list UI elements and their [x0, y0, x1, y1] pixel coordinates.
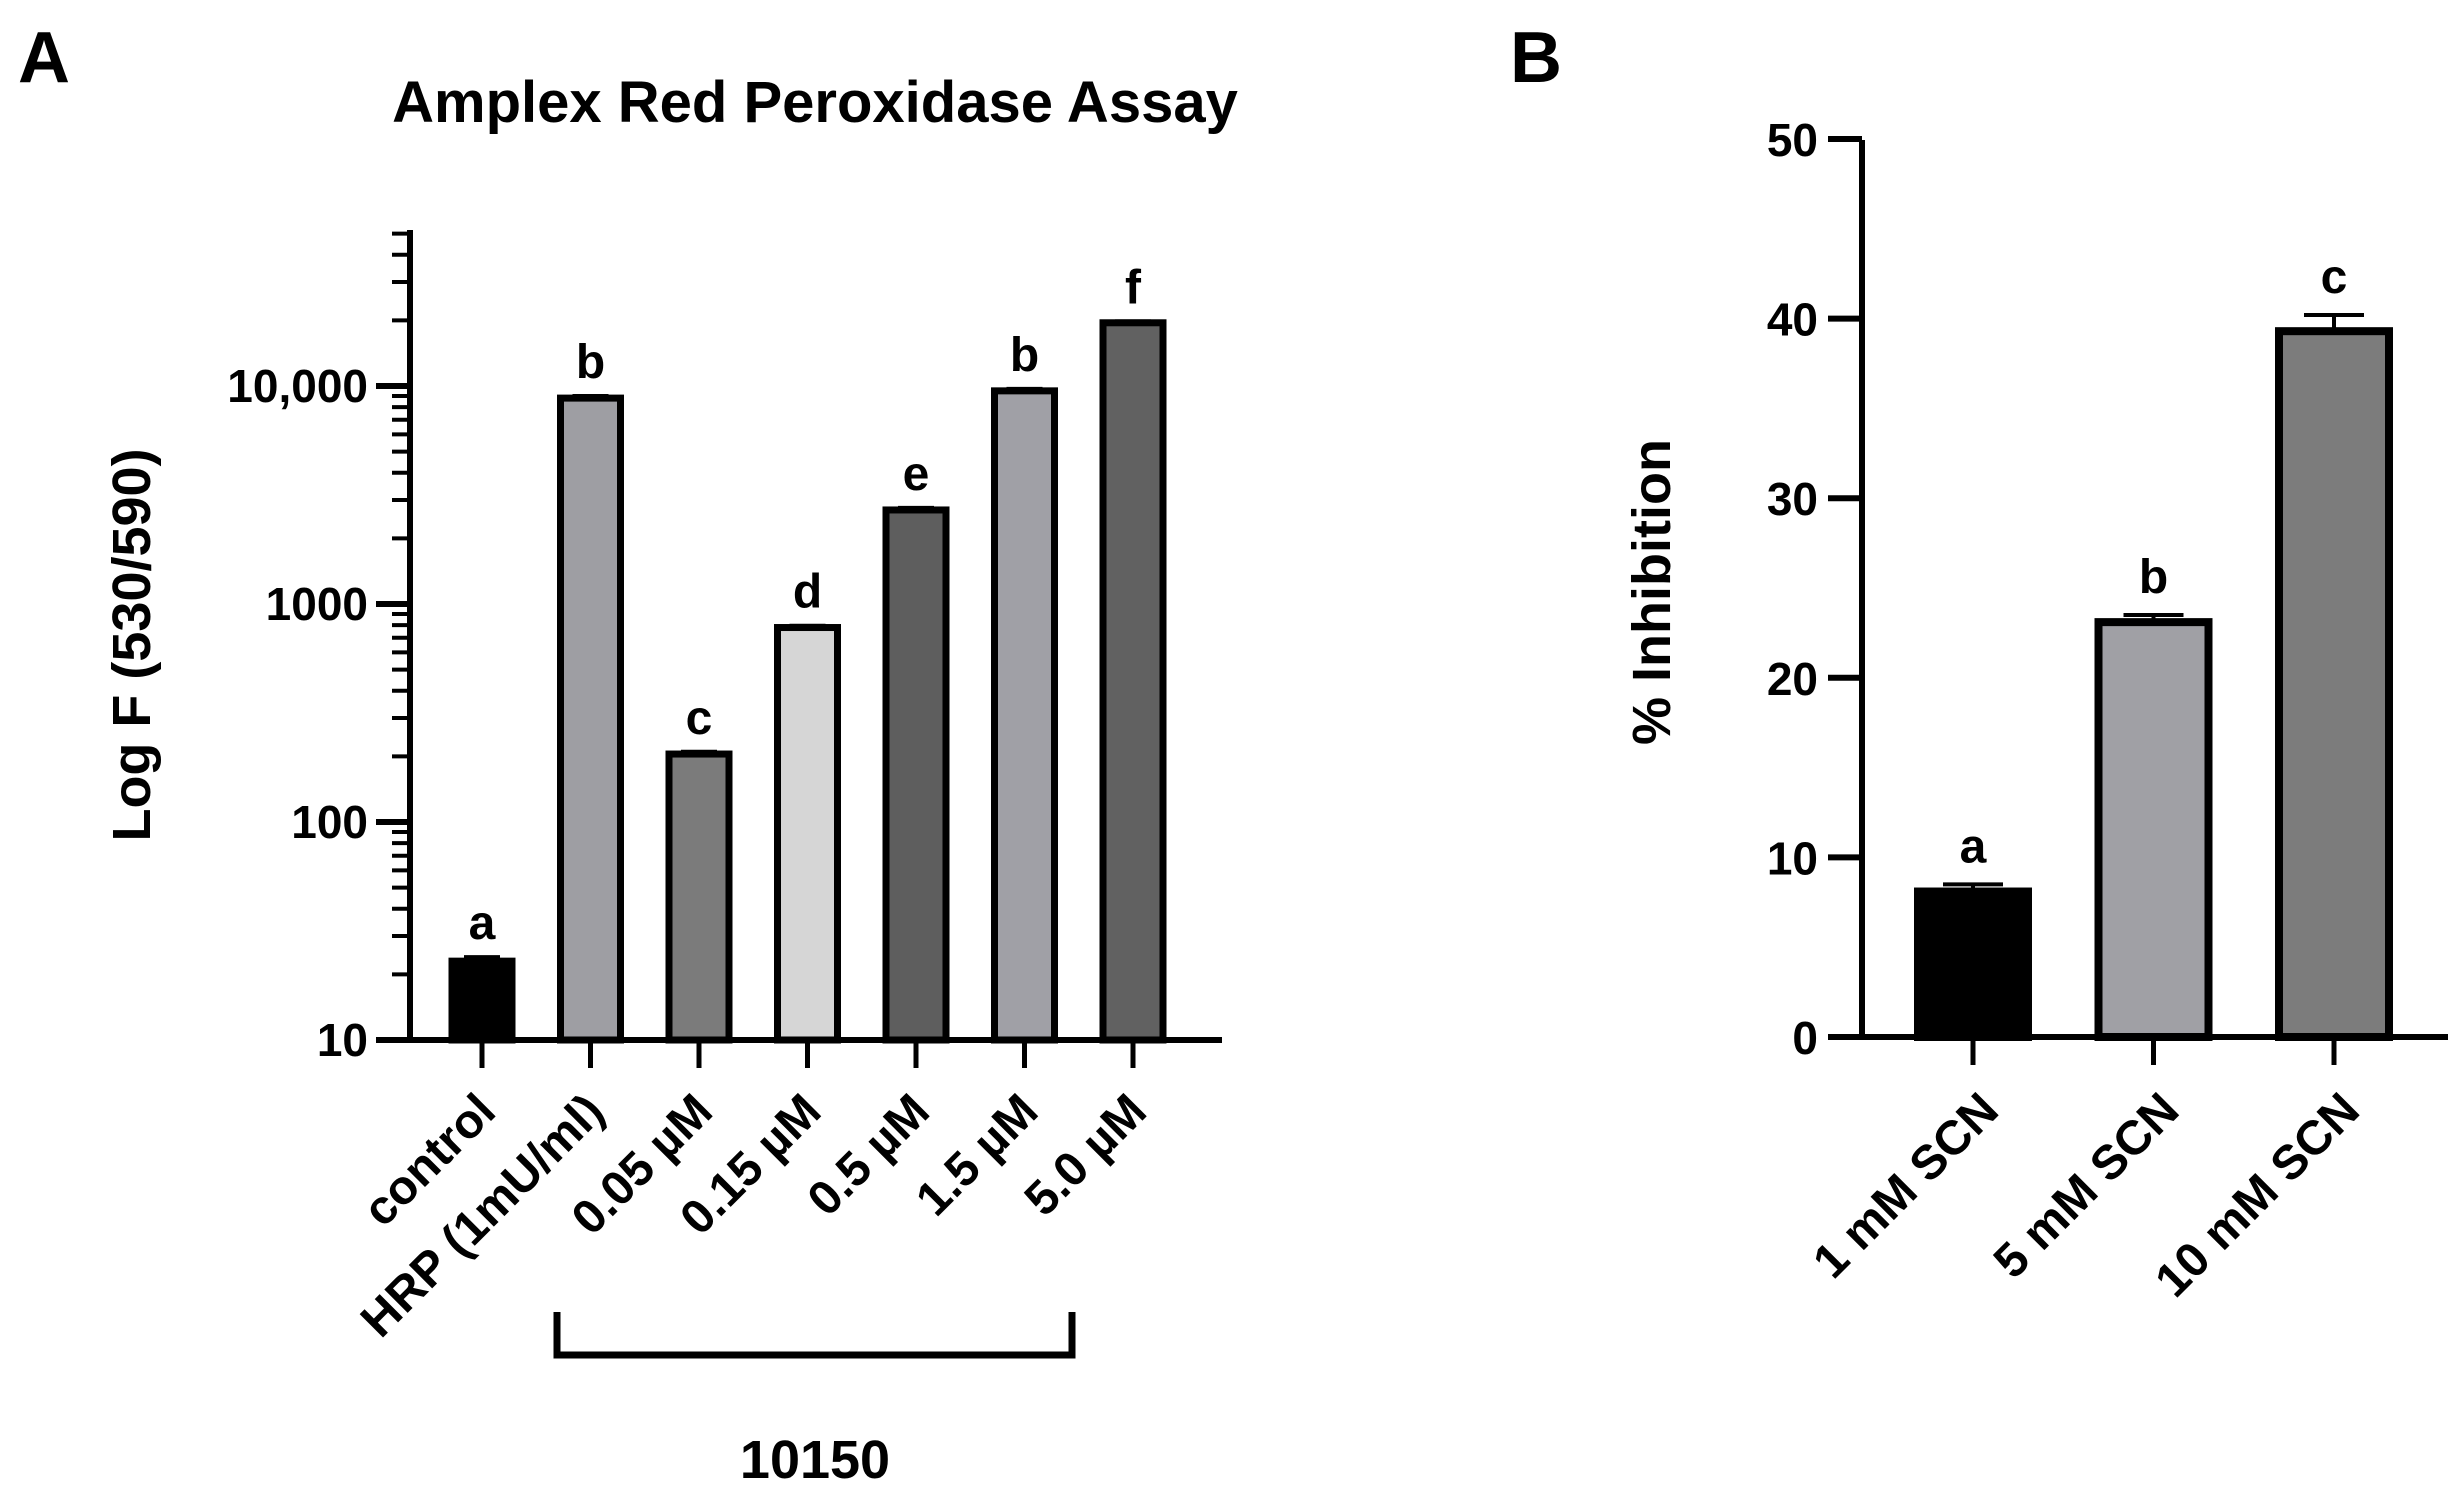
- bar: [882, 506, 950, 1044]
- panel-b-letter: B: [1510, 18, 1562, 98]
- panel-b: B % Inhibition 0 10 20 30 40 50 a b c 1 mM SCN5…: [1510, 18, 2448, 1308]
- panel-a-y-axis-label: Log F (530/590): [102, 448, 162, 841]
- y-tick-label: 0: [1792, 1012, 1818, 1064]
- bar: [2094, 618, 2213, 1042]
- y-tick-label: 1000: [266, 578, 368, 630]
- panel-a-bars: a b c d e b f: [448, 261, 1167, 1044]
- x-category-label: 1.5 µM: [906, 1084, 1048, 1226]
- panel-b-bars: a b c: [1914, 251, 2393, 1042]
- significance-label: a: [469, 897, 496, 950]
- x-category-label: 0.5 µM: [798, 1084, 940, 1226]
- significance-label: c: [686, 692, 713, 745]
- y-tick-label: 40: [1767, 294, 1818, 346]
- significance-label: b: [2139, 551, 2168, 604]
- significance-label: b: [576, 336, 605, 389]
- x-category-label: 1 mM SCN: [1803, 1083, 2008, 1288]
- significance-label: e: [903, 448, 930, 501]
- panel-a-title: Amplex Red Peroxidase Assay: [392, 70, 1238, 135]
- panel-a-letter: A: [18, 18, 70, 98]
- panel-a-group-bracket: [553, 1312, 1076, 1359]
- y-tick-label: 100: [291, 796, 368, 848]
- significance-label: a: [1960, 820, 1987, 873]
- y-tick-label: 10: [1767, 832, 1818, 884]
- bar: [665, 750, 733, 1044]
- panel-a: A Amplex Red Peroxidase Assay Log F (530…: [18, 18, 1238, 1490]
- panel-a-group-label: 10150: [740, 1430, 890, 1490]
- panel-a-y-ticks: 10 100 1000 10,000: [227, 231, 410, 1066]
- significance-label: f: [1125, 261, 1142, 314]
- x-category-label: 5.0 µM: [1015, 1084, 1157, 1226]
- y-tick-label: 20: [1767, 653, 1818, 705]
- y-tick-label: 10: [317, 1014, 368, 1066]
- y-tick-label: 30: [1767, 473, 1818, 525]
- bar: [1914, 887, 2032, 1041]
- bar: [448, 957, 516, 1044]
- significance-label: c: [2321, 251, 2348, 304]
- bar: [2275, 327, 2393, 1041]
- significance-label: b: [1010, 329, 1039, 382]
- bar: [774, 624, 841, 1044]
- y-tick-label: 10,000: [227, 360, 368, 412]
- bar: [1099, 319, 1167, 1044]
- significance-label: d: [793, 566, 822, 619]
- bar: [557, 394, 624, 1044]
- y-tick-label: 50: [1767, 114, 1818, 166]
- panel-b-y-axis-label: % Inhibition: [1622, 439, 1682, 745]
- panel-b-y-ticks: 0 10 20 30 40 50: [1767, 114, 1862, 1064]
- bar: [991, 387, 1058, 1044]
